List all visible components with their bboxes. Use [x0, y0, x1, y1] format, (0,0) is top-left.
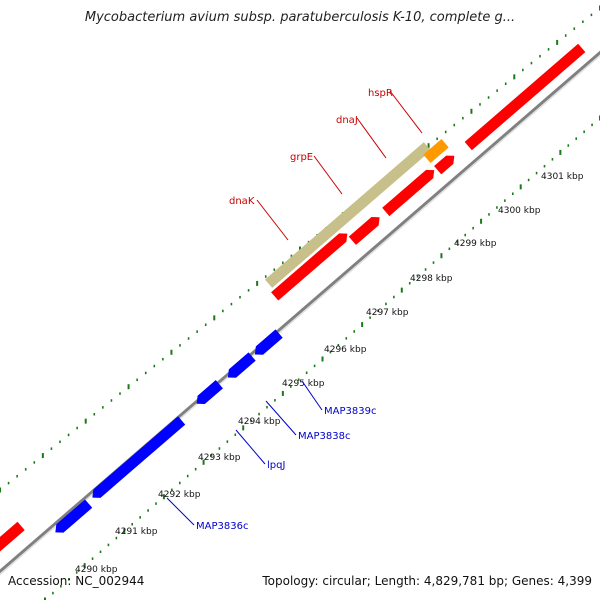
reverse-gene-MAP3836c	[55, 499, 93, 533]
forward-gene-fwd-gene-edge-left-shape	[0, 521, 25, 557]
forward-label-leader	[389, 90, 423, 134]
operon-band	[264, 142, 432, 288]
kbp-scale-labels: 4290 kbp 4291 kbp 4292 kbp 4293 kbp 4294 kbp…	[75, 172, 584, 575]
reverse-gene-MAP3836c-shape	[55, 499, 93, 533]
forward-strand-genes	[0, 43, 586, 557]
forward-gene-fwd-gene-edge-left	[0, 521, 25, 557]
kbp-label: 4292 kbp	[158, 490, 201, 500]
inner-tick-ring	[44, 115, 600, 600]
accession-label: Accession: NC_002944	[8, 574, 145, 588]
kbp-label: 4297 kbp	[366, 308, 409, 318]
forward-gene-fwd-gene-edge-right-shape	[464, 43, 586, 151]
kbp-label: 4298 kbp	[410, 274, 453, 284]
forward-gene-grpE-shape	[348, 216, 380, 245]
reverse-label-leader	[235, 429, 266, 465]
forward-gene-dnaJ-shape	[382, 169, 435, 217]
forward-label-leader	[356, 117, 387, 159]
reverse-label-leader	[166, 497, 195, 526]
outer-tick-ring	[0, 5, 600, 493]
forward-gene-fwd-gene-edge-right	[464, 43, 586, 151]
forward-gene-hspR	[434, 155, 455, 175]
gene-labels: dnaK grpE dnaJ hspR MAP3836c lpqJ MAP3838c MAP3…	[166, 88, 423, 532]
forward-gene-dnaK-shape	[271, 233, 348, 301]
hspR-highlight	[423, 138, 449, 164]
forward-gene-hspR-shape	[434, 155, 455, 175]
backbone-shadow	[0, 54, 600, 576]
reverse-strand-genes	[55, 329, 283, 533]
kbp-label: 4299 kbp	[454, 239, 497, 249]
operon-feature	[264, 138, 449, 288]
reverse-label-leader	[301, 380, 323, 411]
hspR-highlight-shape	[423, 138, 449, 164]
reverse-gene-lpqJ-shape	[196, 380, 223, 405]
backbone-line	[0, 50, 600, 574]
forward-gene-grpE	[348, 216, 380, 245]
kbp-label: 4290 kbp	[75, 565, 118, 575]
forward-gene-dnaK	[271, 233, 348, 301]
operon-band-shape	[264, 142, 432, 288]
reverse-gene-rev-gene-large	[92, 416, 186, 498]
reverse-gene-label: lpqJ	[267, 460, 285, 471]
kbp-label: 4300 kbp	[498, 206, 541, 216]
reverse-gene-MAP3839c-shape	[254, 329, 283, 355]
kbp-label: 4291 kbp	[115, 527, 158, 537]
map-title: Mycobacterium avium subsp. paratuberculo…	[84, 10, 516, 25]
forward-gene-label: dnaJ	[336, 115, 358, 126]
forward-label-leader	[256, 199, 289, 241]
reverse-gene-label: MAP3836c	[196, 521, 248, 532]
reverse-gene-lpqJ	[196, 380, 223, 405]
forward-gene-dnaJ	[382, 169, 435, 217]
kbp-label: 4294 kbp	[238, 417, 281, 427]
kbp-label: 4293 kbp	[198, 453, 241, 463]
kbp-label: 4295 kbp	[282, 379, 325, 389]
forward-label-leader	[313, 155, 343, 195]
kbp-label: 4301 kbp	[541, 172, 584, 182]
reverse-gene-MAP3838c-shape	[227, 352, 256, 378]
reverse-label-leader	[265, 400, 297, 436]
forward-gene-label: dnaK	[229, 196, 255, 207]
reverse-gene-label: MAP3839c	[324, 406, 376, 417]
forward-gene-label: grpE	[290, 152, 313, 163]
kbp-label: 4296 kbp	[324, 345, 367, 355]
reverse-gene-rev-gene-large-shape	[92, 416, 186, 498]
reverse-gene-MAP3838c	[227, 352, 256, 378]
reverse-gene-MAP3839c	[254, 329, 283, 355]
reverse-gene-label: MAP3838c	[298, 431, 350, 442]
forward-gene-label: hspR	[368, 88, 393, 99]
genome-summary: Topology: circular; Length: 4,829,781 bp…	[262, 574, 592, 588]
